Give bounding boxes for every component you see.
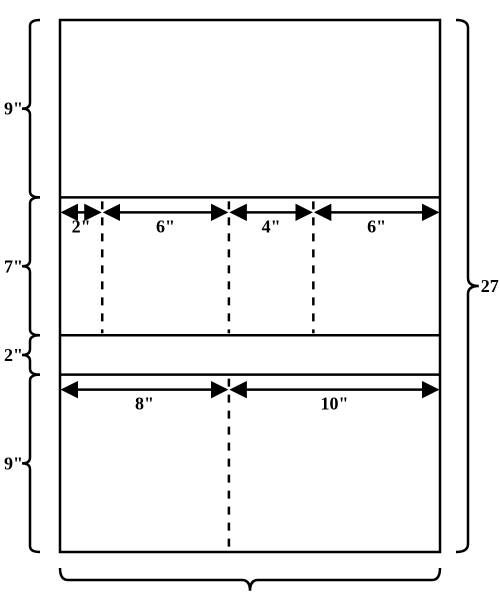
total-height-label: 27": [481, 276, 500, 296]
dimension-diagram: 9"7"2"6"4"6"2"9"8"10"18"27": [0, 0, 500, 598]
segment-width-label: 8": [135, 394, 154, 414]
row-brace: [22, 20, 40, 197]
segment-width-label: 6": [367, 216, 386, 236]
segment-width-label: 6": [156, 216, 175, 236]
segment-width-label: 10": [320, 394, 348, 414]
outer-rect: [60, 20, 440, 552]
row-height-label: 2": [4, 345, 23, 365]
row-brace: [22, 335, 40, 374]
row-height-label: 7": [4, 256, 23, 276]
row-height-label: 9": [4, 453, 23, 473]
height-brace: [456, 20, 479, 552]
segment-width-label: 2": [72, 216, 91, 236]
row-brace: [22, 197, 40, 335]
row-height-label: 9": [4, 99, 23, 119]
row-brace: [22, 375, 40, 552]
segment-width-label: 4": [262, 216, 281, 236]
width-brace: [60, 568, 440, 591]
